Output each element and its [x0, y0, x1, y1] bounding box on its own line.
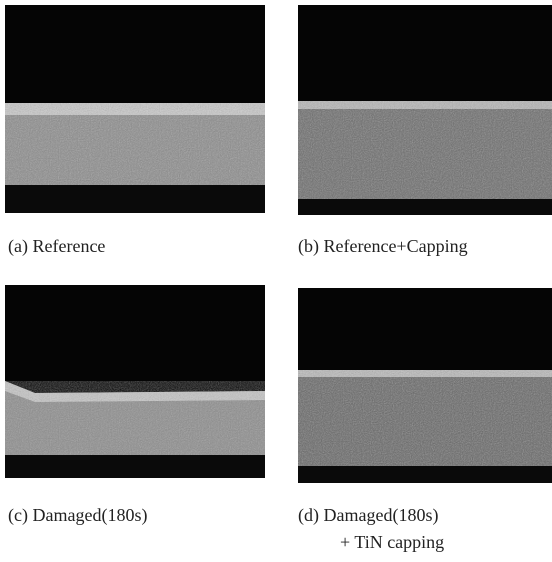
caption: + TiN capping [340, 532, 444, 553]
caption: (a) Reference [8, 236, 105, 257]
caption: (c) Damaged(180s) [8, 505, 147, 526]
sem-image [298, 288, 552, 483]
sem-image [5, 5, 265, 213]
sem-image [298, 5, 552, 215]
caption: (d) Damaged(180s) [298, 505, 438, 526]
figure: (a) Reference (b) Reference+Capping (c) … [0, 0, 552, 562]
sem-image [5, 285, 265, 478]
caption: (b) Reference+Capping [298, 236, 468, 257]
